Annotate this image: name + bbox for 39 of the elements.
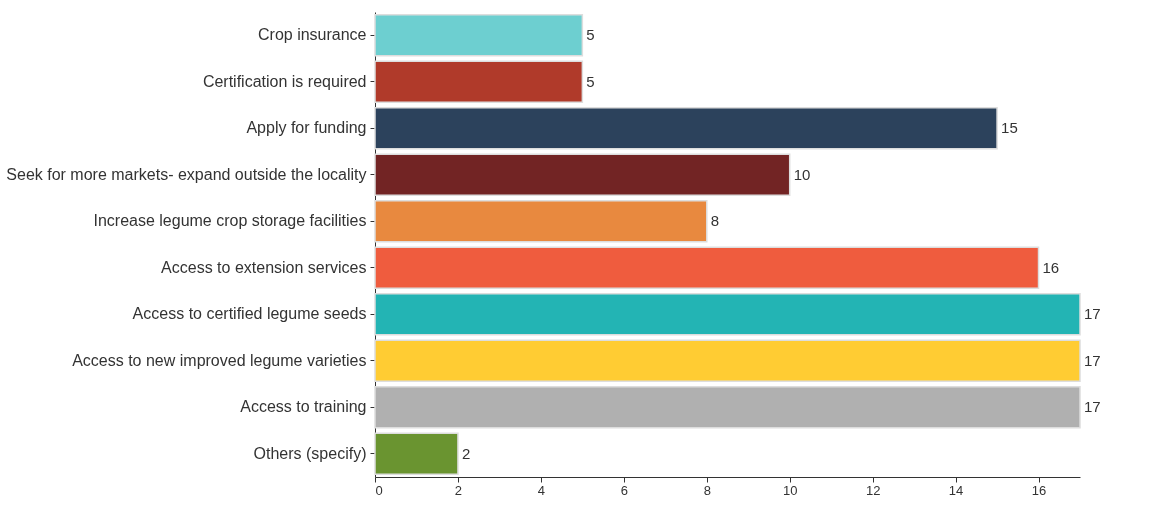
data-label: 16 (1042, 258, 1060, 276)
x-tick-label: 12 (865, 482, 881, 498)
data-label: 2 (461, 444, 471, 462)
bar (374, 293, 1081, 336)
data-label: 15 (1001, 119, 1018, 137)
data-label: 8 (710, 212, 720, 230)
bar (374, 60, 584, 103)
bar (374, 386, 1081, 429)
y-tick-label: Apply for funding (246, 119, 367, 137)
x-tick-label: 8 (703, 482, 711, 498)
bar (374, 153, 791, 196)
x-tick-label: 14 (948, 482, 964, 498)
y-tick-label: Access to new improved legume varieties (72, 351, 367, 369)
x-tick-label: 10 (782, 482, 798, 498)
y-tick-label: Crop insurance (258, 26, 367, 44)
data-label: 17 (1084, 351, 1101, 369)
x-tick-label: 6 (620, 482, 628, 498)
y-tick-label: Access to extension services (161, 258, 367, 276)
bar (374, 14, 584, 57)
bar (374, 200, 708, 243)
bar (374, 432, 459, 475)
data-label: 10 (793, 165, 811, 183)
y-tick-label: Others (specify) (253, 444, 367, 462)
data-label: 5 (586, 26, 595, 44)
y-tick-label: Access to certified legume seeds (132, 305, 367, 323)
y-tick-label: Increase legume crop storage facilities (93, 212, 367, 230)
data-label: 17 (1084, 305, 1101, 323)
data-label: 5 (586, 72, 595, 90)
bar (374, 107, 998, 150)
y-tick-label: Access to training (240, 398, 367, 416)
bar (374, 339, 1081, 382)
x-tick-label: 16 (1031, 482, 1047, 498)
data-label: 17 (1084, 398, 1101, 416)
y-tick-label: Seek for more markets- expand outside the locality (6, 165, 367, 183)
x-tick-label: 0 (375, 482, 383, 498)
bar (374, 246, 1040, 289)
y-tick-label: Certification is required (202, 72, 367, 90)
x-tick-label: 2 (454, 482, 463, 498)
x-tick-label: 4 (537, 482, 545, 498)
